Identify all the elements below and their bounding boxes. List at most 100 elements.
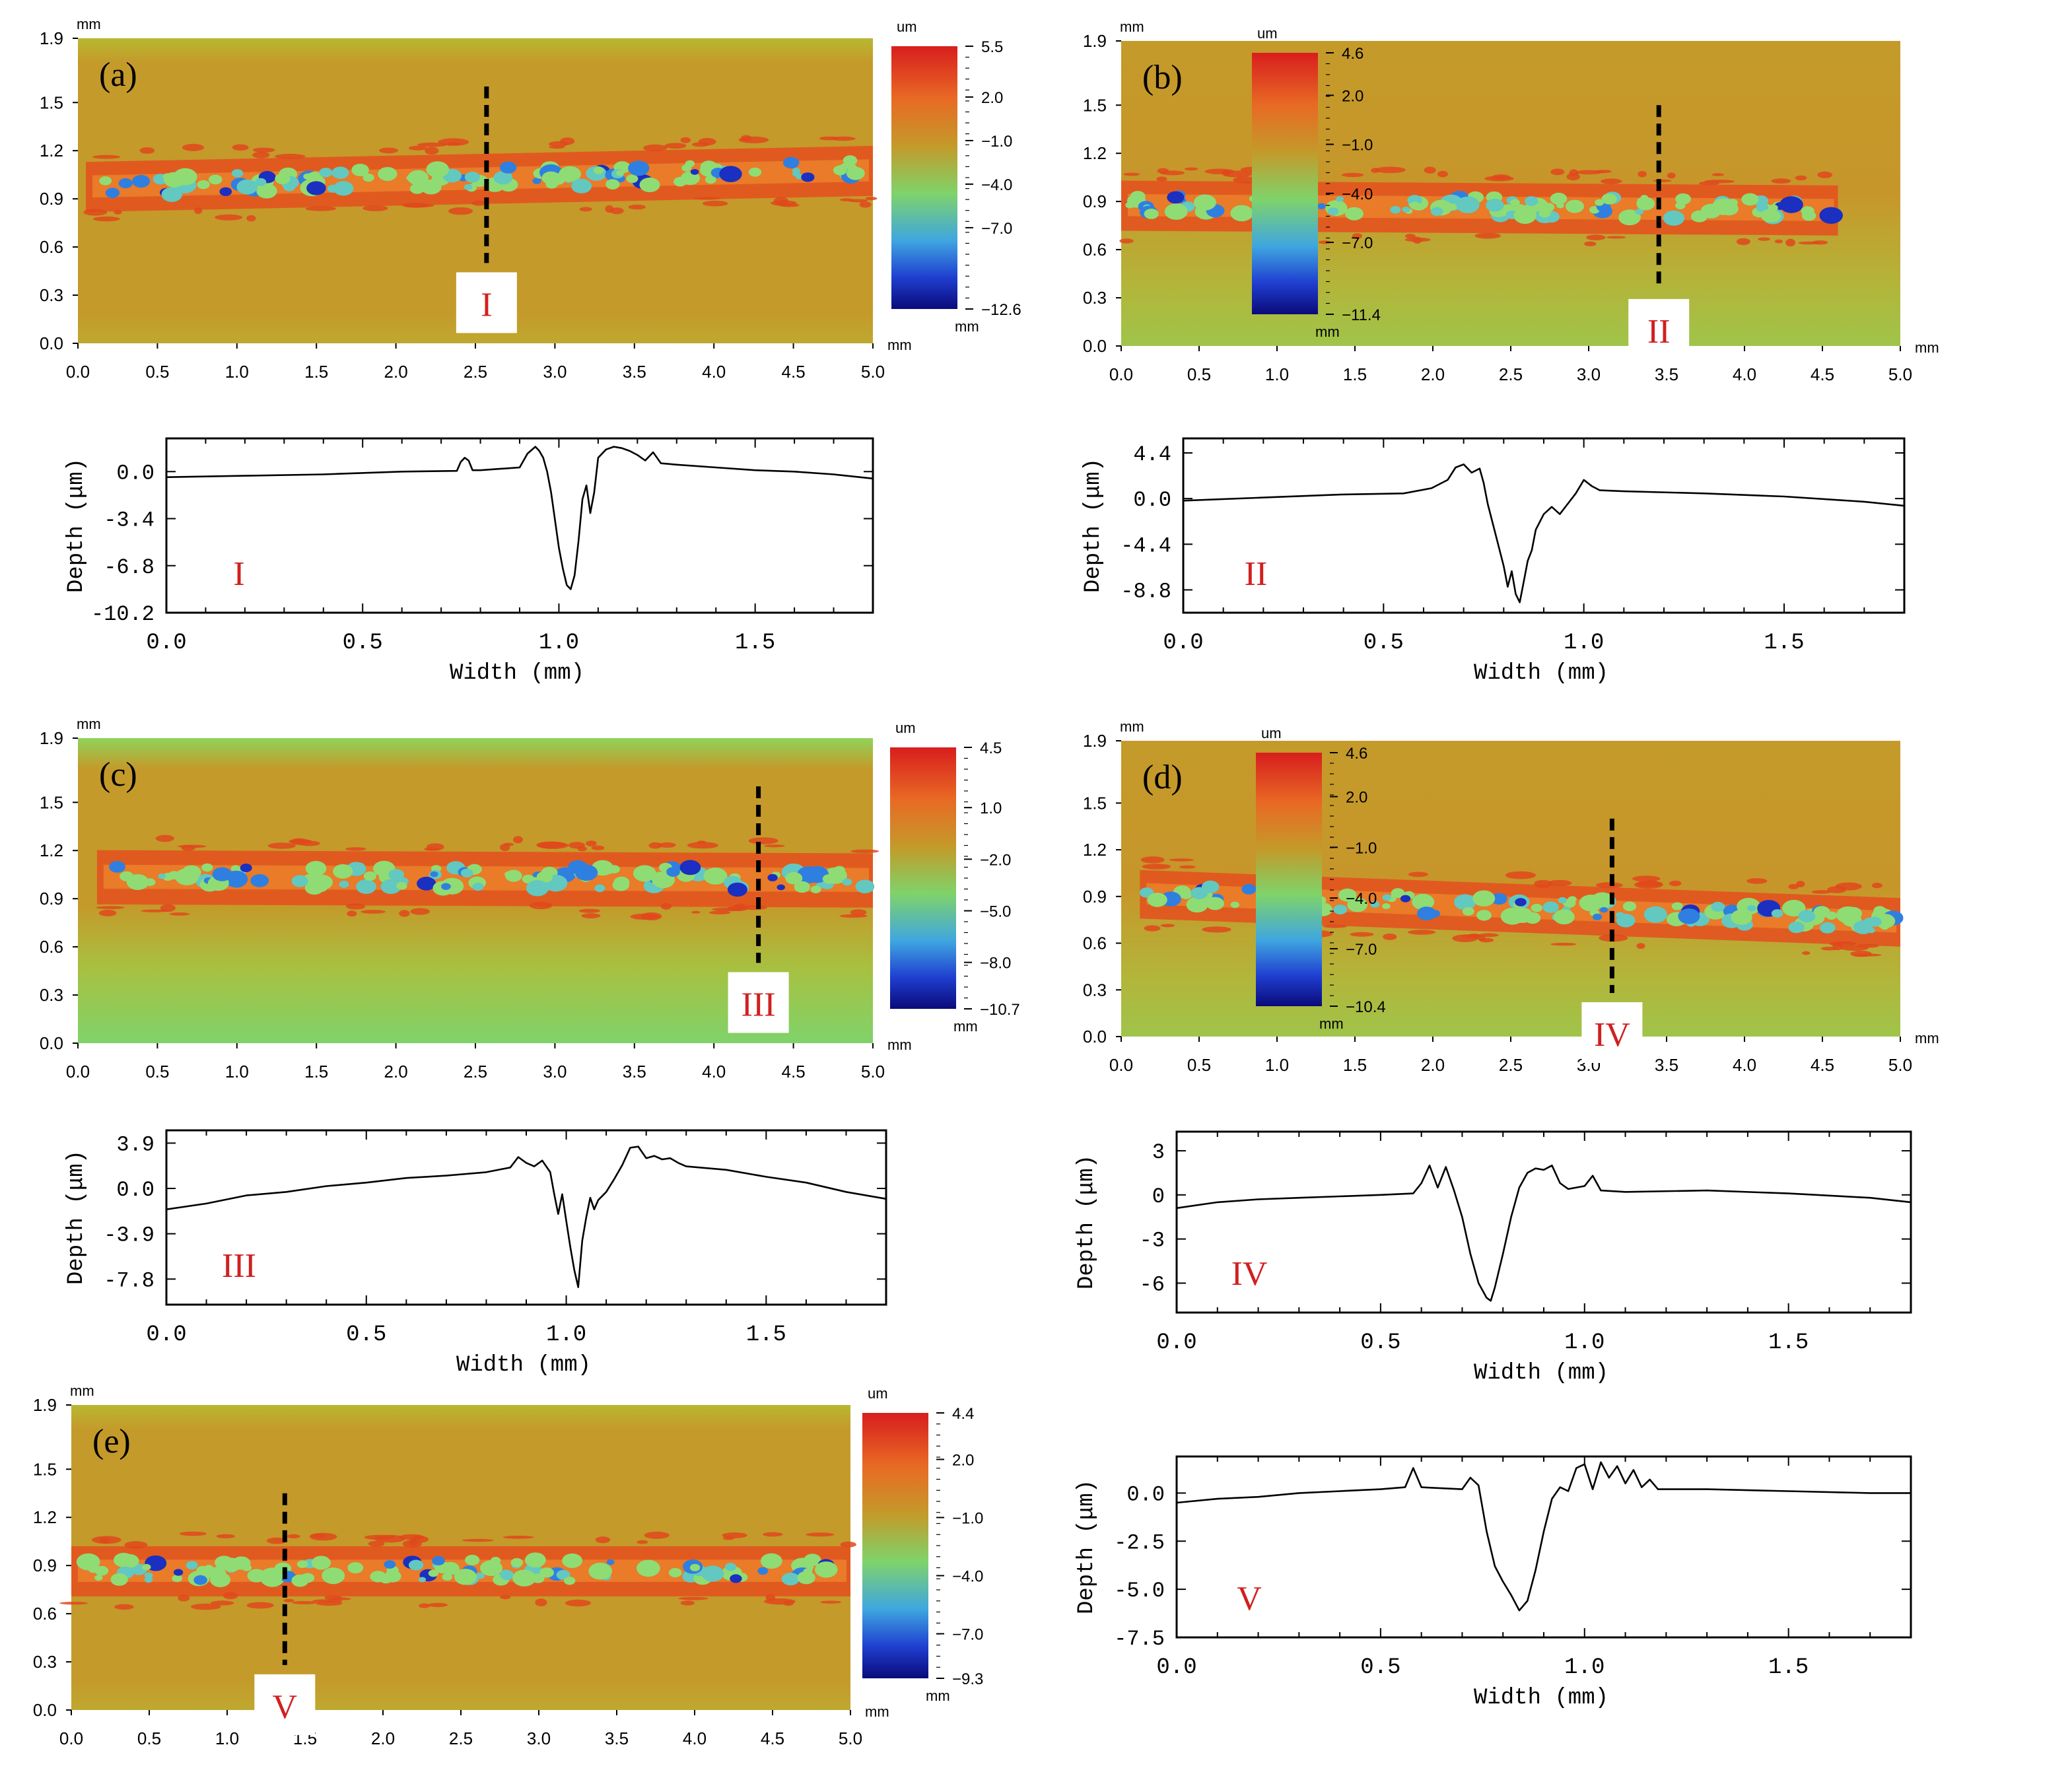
colorbar-unit: um: [897, 18, 917, 35]
map-x-tick-label: 4.0: [702, 1062, 726, 1081]
track-spot: [1618, 209, 1641, 226]
colorbar-tick-label: −1.0: [952, 1509, 983, 1527]
profile-x-tick-label: 0.0: [146, 631, 186, 656]
track-fleck: [404, 203, 434, 208]
track-spot: [1515, 898, 1527, 907]
track-fleck: [179, 1531, 207, 1536]
track-fleck: [141, 909, 168, 912]
cut-marker-box: [1581, 1002, 1643, 1063]
profile-marker-label: II: [1245, 555, 1268, 593]
track-spot: [1130, 191, 1146, 202]
track-spot: [1601, 193, 1617, 205]
profile-y-label: Depth (μm): [64, 1150, 89, 1285]
track-fleck: [1160, 170, 1185, 176]
track-spot: [1230, 901, 1240, 908]
track-spot: [1671, 902, 1683, 910]
cut-marker-box: [1628, 298, 1690, 360]
profile-y-tick-label: -6: [1140, 1272, 1165, 1297]
map-x-tick-label: 1.0: [1265, 364, 1289, 384]
profile-frame: [1182, 437, 1906, 614]
track-fleck: [500, 1594, 511, 1600]
colorbar-tick-label: 4.6: [1346, 745, 1367, 763]
track-spot: [186, 1561, 198, 1570]
track-spot: [173, 1569, 184, 1576]
track-spot: [1430, 207, 1443, 216]
track-spot: [1230, 205, 1253, 222]
track-spot: [571, 178, 592, 193]
map-y-tick-label: 0.0: [1083, 1027, 1107, 1046]
colorbar-tick-label: −7.0: [1342, 234, 1373, 252]
track-spot: [612, 879, 629, 891]
track-spot: [1542, 901, 1559, 913]
profile-y-tick-label: 0.0: [116, 461, 155, 485]
map-y-tick-label: 0.3: [33, 1652, 57, 1672]
track-spot: [1511, 907, 1533, 924]
map-x-tick-label: 2.0: [1421, 1055, 1445, 1075]
map-x-tick-label: 0.0: [1109, 364, 1133, 384]
track-fleck: [586, 840, 597, 846]
track-spot: [1513, 207, 1537, 224]
track-spot: [158, 873, 166, 879]
track-fleck: [1352, 233, 1362, 240]
track-spot: [210, 1572, 231, 1587]
map-y-tick-label: 0.0: [1083, 336, 1107, 356]
track-fleck: [1569, 169, 1579, 177]
track-fleck: [408, 145, 427, 151]
map-x-tick-label: 1.5: [304, 362, 328, 382]
track-fleck: [1412, 236, 1422, 244]
track-spot: [460, 868, 473, 878]
map-x-tick-label: 2.5: [464, 362, 487, 382]
track-fleck: [114, 1604, 134, 1610]
map-y-tick-label: 0.9: [1083, 887, 1107, 907]
track-fleck: [1636, 943, 1645, 949]
track-fleck: [1871, 883, 1882, 889]
track-spot: [99, 176, 112, 186]
track-spot: [132, 175, 151, 188]
track-spot: [541, 171, 561, 185]
map-x-tick-label: 1.0: [215, 1729, 239, 1748]
profile-y-tick-label: -6.8: [104, 555, 155, 580]
track-fleck: [535, 1598, 547, 1606]
track-spot: [855, 879, 875, 893]
track-fleck: [840, 1541, 856, 1548]
track-fleck: [1179, 865, 1196, 869]
track-spot: [230, 865, 241, 872]
profile-series-line: [1176, 1461, 1911, 1612]
profile-x-tick-label: 0.5: [346, 1322, 386, 1348]
track-spot: [464, 184, 473, 190]
map-x-tick-label: 2.0: [384, 362, 408, 382]
track-spot: [1779, 196, 1803, 213]
track-fleck: [1550, 168, 1565, 176]
profile-y-tick-label: -5.0: [1114, 1579, 1165, 1603]
track-spot: [305, 861, 327, 876]
track-spot: [430, 871, 438, 877]
track-spot: [1731, 909, 1752, 925]
track-spot: [380, 879, 401, 895]
track-spot: [161, 187, 182, 202]
map-y-tick-label: 0.6: [33, 1604, 57, 1624]
track-fleck: [98, 909, 117, 916]
colorbar-unit: um: [1261, 725, 1282, 741]
colorbar-tick-label: 4.5: [980, 739, 1002, 757]
track-spot: [1636, 197, 1655, 211]
map-x-tick-label: 1.5: [1343, 364, 1367, 384]
map-x-tick-label: 5.0: [1888, 364, 1912, 384]
track-spot: [231, 169, 244, 178]
track-fleck: [1142, 864, 1171, 870]
track-spot: [679, 860, 701, 875]
map-y-tick-label: 0.0: [33, 1700, 57, 1720]
profile-x-label: Width (mm): [1474, 1686, 1608, 1711]
track-spot: [526, 880, 549, 897]
track-spot: [1144, 209, 1159, 219]
map-x-tick-label: 3.0: [543, 1062, 567, 1081]
colorbar-tick-label: −5.0: [980, 903, 1011, 921]
map-y-tick-label: 0.9: [33, 1556, 57, 1575]
colorbar-tick-label: −2.0: [980, 851, 1011, 869]
track-fleck: [410, 908, 430, 915]
track-spot: [255, 178, 267, 186]
track-spot: [311, 874, 333, 890]
track-fleck: [1160, 924, 1175, 928]
track-fleck: [399, 1534, 425, 1540]
track-spot: [512, 1569, 536, 1587]
track-spot: [1347, 897, 1368, 912]
